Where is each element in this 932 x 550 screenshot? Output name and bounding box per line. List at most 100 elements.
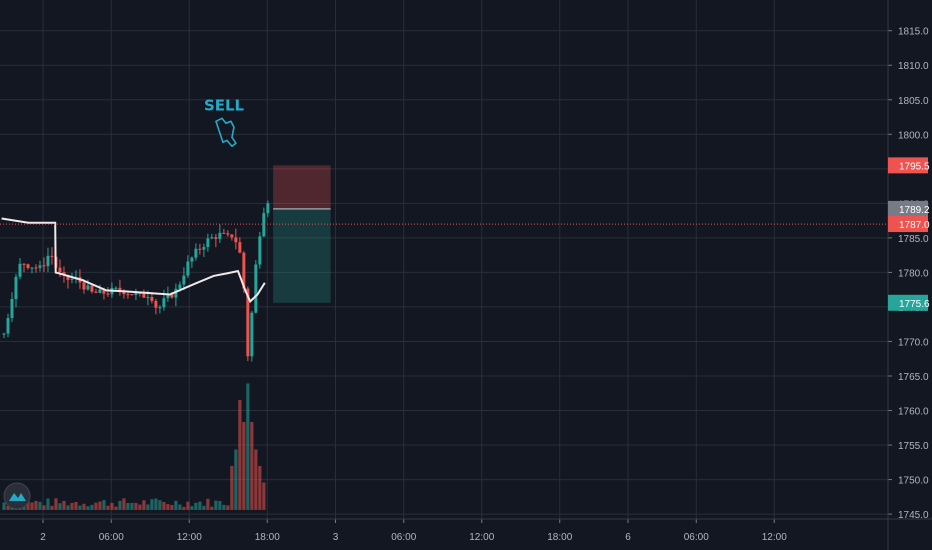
candle-body: [162, 298, 166, 308]
y-tick-label: 1750.0: [898, 476, 929, 487]
volume-bar: [70, 502, 74, 510]
volume-bar: [134, 502, 138, 510]
price-tag-label: 1789.2: [899, 205, 930, 216]
y-tick-label: 1765.0: [898, 372, 929, 383]
take-profit-zone[interactable]: [273, 208, 331, 303]
candle-body: [26, 264, 30, 268]
candle-body: [210, 237, 214, 239]
candle-body: [58, 267, 62, 273]
candle-body: [114, 287, 118, 289]
y-tick-label: 1770.0: [898, 337, 929, 348]
volume-bar: [38, 501, 42, 510]
candle-body: [38, 265, 42, 268]
volume-bar: [78, 505, 82, 510]
candle-body: [262, 213, 266, 237]
volume-bar: [94, 502, 98, 510]
volume-bar: [254, 449, 258, 510]
candle-body: [50, 255, 54, 257]
volume-bar: [46, 498, 50, 510]
volume-bar: [194, 502, 198, 510]
candle-body: [126, 294, 130, 296]
volume-bar: [146, 504, 150, 510]
volume-bar: [82, 503, 86, 510]
candle-body: [254, 264, 258, 313]
volume-bar: [30, 502, 34, 510]
candle-body: [118, 287, 122, 291]
volume-bar: [90, 504, 94, 510]
volume-bar: [242, 421, 246, 510]
candle-body: [70, 278, 74, 280]
volume-bar: [174, 500, 178, 510]
candle-body: [230, 234, 234, 238]
volume-bar: [166, 504, 170, 510]
volume-bar: [142, 500, 146, 510]
volume-bar: [258, 465, 262, 510]
candle-body: [2, 333, 6, 335]
candle-body: [42, 265, 46, 267]
candle-body: [46, 255, 50, 267]
candle-body: [250, 312, 254, 357]
volume-bar: [210, 506, 214, 510]
candle-body: [18, 263, 22, 277]
volume-bar: [218, 501, 222, 510]
candle-body: [102, 289, 106, 294]
volume-bar: [54, 498, 58, 510]
candle-body: [174, 288, 178, 298]
volume-bar: [26, 501, 30, 510]
pointing-hand-icon: [215, 117, 237, 148]
candle-body: [178, 284, 182, 289]
x-tick-label: 18:00: [255, 532, 280, 543]
volume-bar: [198, 501, 202, 510]
candle-body: [186, 261, 190, 276]
volume-bar: [214, 500, 218, 510]
candle-body: [134, 292, 138, 295]
price-tag: [888, 157, 928, 174]
candle-body: [218, 232, 222, 239]
y-tick-label: 1805.0: [898, 96, 929, 107]
price-tag: [888, 216, 928, 233]
volume-bar: [262, 482, 266, 510]
x-tick-label: 12:00: [762, 532, 787, 543]
x-tick-label: 3: [333, 532, 339, 543]
volume-bar: [130, 503, 134, 510]
y-tick-label: 1800.0: [898, 130, 929, 141]
candle-body: [170, 293, 174, 298]
candle-body: [246, 288, 250, 357]
candle-body: [14, 276, 18, 299]
volume-bar: [122, 498, 126, 510]
logo-glyph: [9, 493, 26, 501]
candle-body: [142, 293, 146, 298]
volume-bar: [74, 502, 78, 510]
volume-bar: [238, 399, 242, 510]
volume-bar: [234, 449, 238, 510]
candle-body: [138, 292, 142, 294]
candle-body: [30, 267, 34, 269]
stop-loss-zone[interactable]: [273, 165, 331, 209]
volume-bar: [106, 505, 110, 510]
candle-body: [90, 285, 94, 292]
candle-body: [166, 293, 170, 299]
moving-average-line: [1, 217, 266, 304]
volume-bar: [50, 505, 54, 510]
tradingview-logo-icon[interactable]: [3, 482, 31, 510]
candle-body: [146, 297, 150, 299]
x-tick-label: 06:00: [99, 532, 124, 543]
candle-body: [150, 297, 154, 301]
volume-bar: [178, 504, 182, 510]
candle-body: [238, 242, 242, 253]
sell-annotation[interactable]: SELL: [204, 96, 245, 114]
plot-area[interactable]: [0, 0, 888, 519]
x-tick-label: 06:00: [391, 532, 416, 543]
x-tick-label: 2: [40, 532, 46, 543]
candle-body: [154, 300, 158, 308]
candle-body: [182, 275, 186, 285]
y-tick-label: 1810.0: [898, 61, 929, 72]
volume-bar: [162, 501, 166, 510]
volume-bar: [34, 500, 38, 510]
volume-bar: [58, 503, 62, 510]
volume-bar: [114, 506, 118, 510]
volume-bar: [6, 505, 10, 510]
candle-body: [34, 267, 38, 269]
candle-body: [98, 289, 102, 293]
